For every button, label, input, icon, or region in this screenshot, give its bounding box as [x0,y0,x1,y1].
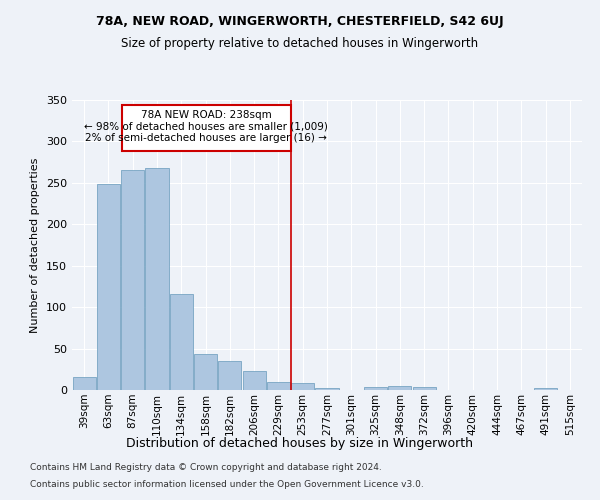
Bar [291,384,314,390]
Bar [388,386,412,390]
Text: Contains public sector information licensed under the Open Government Licence v3: Contains public sector information licen… [30,480,424,489]
Bar [97,184,120,390]
Bar [170,294,193,390]
Text: ← 98% of detached houses are smaller (1,009): ← 98% of detached houses are smaller (1,… [84,122,328,132]
Bar [218,361,241,390]
Text: Distribution of detached houses by size in Wingerworth: Distribution of detached houses by size … [127,438,473,450]
Text: 78A, NEW ROAD, WINGERWORTH, CHESTERFIELD, S42 6UJ: 78A, NEW ROAD, WINGERWORTH, CHESTERFIELD… [96,15,504,28]
Bar [534,388,557,390]
Bar [194,354,217,390]
Bar [73,376,95,390]
Y-axis label: Number of detached properties: Number of detached properties [31,158,40,332]
Text: Contains HM Land Registry data © Crown copyright and database right 2024.: Contains HM Land Registry data © Crown c… [30,464,382,472]
Bar [145,168,169,390]
Bar [316,388,338,390]
Bar [267,382,290,390]
Text: 78A NEW ROAD: 238sqm: 78A NEW ROAD: 238sqm [141,110,272,120]
Text: Size of property relative to detached houses in Wingerworth: Size of property relative to detached ho… [121,38,479,51]
Bar [413,386,436,390]
FancyBboxPatch shape [122,105,290,152]
Bar [242,371,266,390]
Bar [364,386,387,390]
Bar [121,170,144,390]
Text: 2% of semi-detached houses are larger (16) →: 2% of semi-detached houses are larger (1… [85,133,327,143]
